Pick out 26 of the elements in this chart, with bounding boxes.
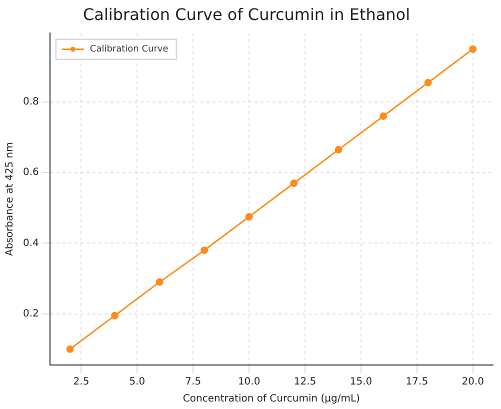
point <box>245 213 253 220</box>
y-tick-label: 0.4 <box>22 238 39 249</box>
y-tick-label: 0.8 <box>22 96 39 108</box>
x-tick-label: 10.0 <box>238 376 260 388</box>
x-tick-label: 5.0 <box>129 376 146 388</box>
x-tick-label: 17.5 <box>406 376 428 388</box>
x-tick-label: 12.5 <box>294 376 316 388</box>
point <box>424 78 432 86</box>
point <box>469 45 477 53</box>
point <box>380 112 388 120</box>
x-axis-title: Concentration of Curcumin (µg/mL) <box>182 394 360 405</box>
x-tick-label: 20.0 <box>462 376 484 388</box>
y-axis-title: Absorbance at 425 nm <box>4 142 16 256</box>
x-tick-label: 15.0 <box>350 376 372 388</box>
x-tick-label: 2.5 <box>73 376 90 388</box>
point <box>66 345 74 353</box>
legend-label: Calibration Curve <box>90 44 169 55</box>
y-tick-label: 0.2 <box>22 308 39 320</box>
point <box>156 278 164 286</box>
point <box>200 246 208 254</box>
chart-title: Calibration Curve of Curcumin in Ethanol <box>82 4 410 24</box>
point <box>111 312 119 320</box>
x-tick-label: 7.5 <box>185 376 202 388</box>
point <box>334 146 342 154</box>
y-tick-label: 0.6 <box>22 167 39 178</box>
point <box>290 179 298 187</box>
